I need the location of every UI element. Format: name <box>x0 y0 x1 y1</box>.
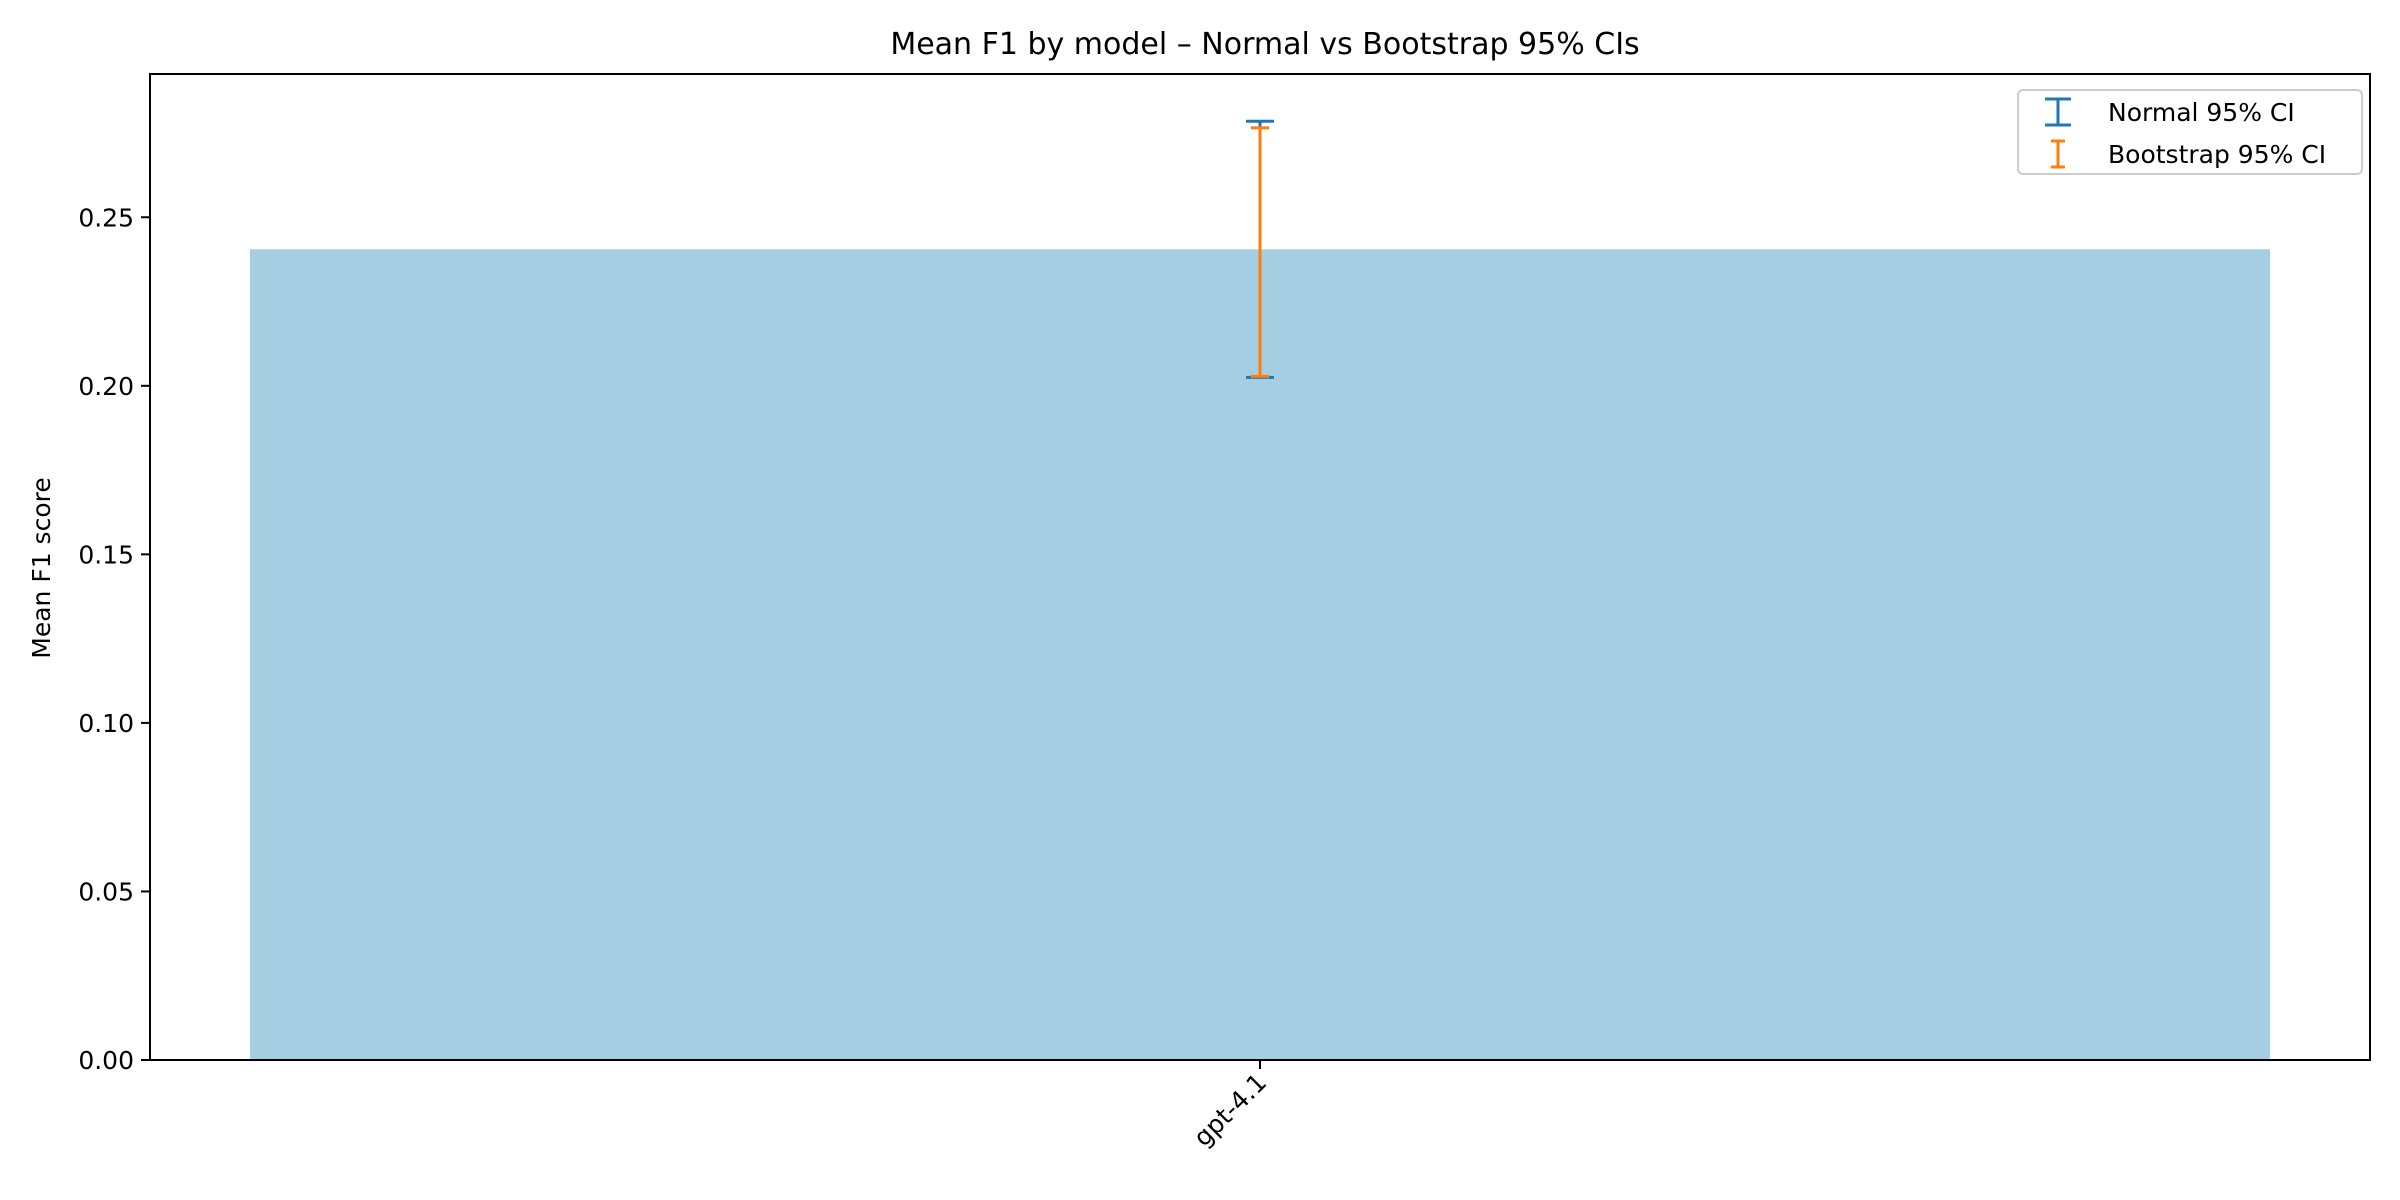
error-bar-bootstrap <box>1251 126 1269 378</box>
legend-frame <box>2017 89 2363 175</box>
bar-gpt-4.1 <box>249 249 2271 1061</box>
legend: Normal 95% CI Bootstrap 95% CI <box>2017 89 2363 175</box>
legend-label: Normal 95% CI <box>2108 98 2295 127</box>
legend-label: Bootstrap 95% CI <box>2108 140 2326 169</box>
y-axis-label: Mean F1 score <box>27 477 56 658</box>
legend-marker-normal <box>2045 97 2071 127</box>
y-tick-label: 0.20 <box>78 372 134 401</box>
chart-title: Mean F1 by model – Normal vs Bootstrap 9… <box>890 27 1639 62</box>
y-tick-label: 0.05 <box>78 877 134 906</box>
y-tick-label: 0.15 <box>78 540 134 569</box>
y-tick-label: 0.10 <box>78 709 134 738</box>
legend-marker-bootstrap <box>2051 139 2065 169</box>
y-tick-label: 0.25 <box>78 203 134 232</box>
y-tick-label: 0.00 <box>78 1046 134 1075</box>
